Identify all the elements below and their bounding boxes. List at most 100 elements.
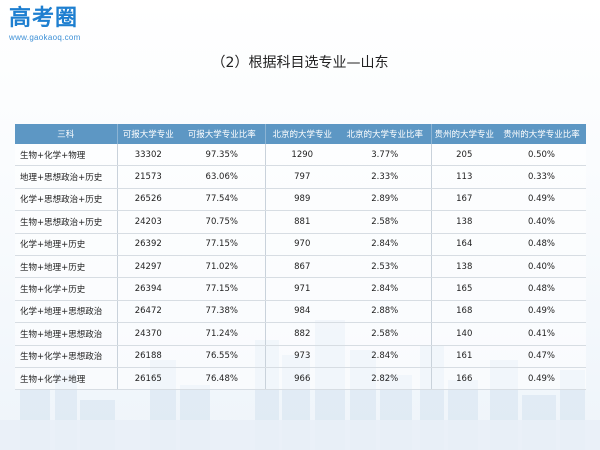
table-cell: 71.24% [179, 322, 266, 346]
logo-text: 高考圈 [9, 6, 79, 31]
table-row: 化学+思想政治+历史 26526 77.54% 989 2.89% 167 0.49% [15, 188, 586, 212]
table-cell: 205 [431, 144, 497, 167]
table-cell: 26394 [117, 277, 179, 301]
table-cell: 24203 [117, 210, 179, 234]
table-cell: 2.88% [339, 300, 432, 324]
table-cell: 881 [265, 210, 339, 234]
table-row: 生物+地理+思想政治 24370 71.24% 882 2.58% 140 0.41% [15, 322, 586, 346]
table-cell: 21573 [117, 165, 179, 189]
table-cell: 0.48% [497, 277, 586, 301]
table-cell: 966 [265, 367, 339, 391]
table-cell: 76.55% [179, 345, 266, 368]
column-header: 北京的大学专业比率 [339, 124, 432, 144]
table-cell: 0.40% [497, 255, 586, 279]
table-cell: 161 [431, 345, 497, 368]
table-cell: 1290 [265, 144, 339, 167]
table-cell: 77.38% [179, 300, 266, 324]
table-cell: 76.48% [179, 367, 266, 391]
table-cell: 882 [265, 322, 339, 346]
table-cell: 26188 [117, 345, 179, 368]
subject-combination-cell: 化学+地理+历史 [15, 233, 118, 256]
table-cell: 165 [431, 277, 497, 301]
table-cell: 77.15% [179, 233, 266, 256]
table-cell: 166 [431, 367, 497, 391]
table-row: 生物+化学+历史 26394 77.15% 971 2.84% 165 0.48% [15, 277, 586, 301]
table-cell: 0.40% [497, 210, 586, 234]
table-cell: 867 [265, 255, 339, 279]
subject-combination-cell: 生物+化学+地理 [15, 367, 118, 391]
table-cell: 77.15% [179, 277, 266, 301]
column-header: 贵州的大学专业比率 [497, 124, 586, 144]
table-cell: 0.49% [497, 367, 586, 391]
subject-combination-cell: 生物+地理+历史 [15, 255, 118, 279]
table-cell: 70.75% [179, 210, 266, 234]
table-row: 化学+地理+思想政治 26472 77.38% 984 2.88% 168 0.49% [15, 300, 586, 324]
table-cell: 989 [265, 188, 339, 212]
table-cell: 26526 [117, 188, 179, 212]
table-cell: 77.54% [179, 188, 266, 212]
table-cell: 973 [265, 345, 339, 368]
column-header: 可报大学专业比率 [179, 124, 266, 144]
page-title: （2）根据科目选专业—山东 [211, 55, 389, 71]
table-cell: 24370 [117, 322, 179, 346]
table-cell: 971 [265, 277, 339, 301]
table-row: 生物+思想政治+历史 24203 70.75% 881 2.58% 138 0.40% [15, 210, 586, 234]
table-cell: 797 [265, 165, 339, 189]
table-cell: 26392 [117, 233, 179, 256]
table-cell: 0.50% [497, 144, 586, 167]
table-cell: 2.84% [339, 233, 432, 256]
table-row: 生物+化学+物理 33302 97.35% 1290 3.77% 205 0.50% [15, 144, 586, 167]
table-cell: 168 [431, 300, 497, 324]
table-cell: 2.84% [339, 345, 432, 368]
table-cell: 0.48% [497, 233, 586, 256]
table-cell: 2.84% [339, 277, 432, 301]
logo-url: www.gaokaoq.com [9, 33, 81, 42]
table-cell: 2.33% [339, 165, 432, 189]
table-cell: 0.49% [497, 300, 586, 324]
table-cell: 2.58% [339, 322, 432, 346]
table-cell: 140 [431, 322, 497, 346]
table-row: 生物+化学+思想政治 26188 76.55% 973 2.84% 161 0.47% [15, 345, 586, 368]
table-cell: 0.49% [497, 188, 586, 212]
subject-combination-cell: 生物+思想政治+历史 [15, 210, 118, 234]
table-cell: 33302 [117, 144, 179, 167]
table-cell: 113 [431, 165, 497, 189]
table-cell: 984 [265, 300, 339, 324]
table-cell: 97.35% [179, 144, 266, 167]
table-cell: 0.41% [497, 322, 586, 346]
table-cell: 3.77% [339, 144, 432, 167]
table-cell: 2.89% [339, 188, 432, 212]
logo: 高考圈 www.gaokaoq.com [9, 6, 81, 42]
table-cell: 2.58% [339, 210, 432, 234]
table-cell: 167 [431, 188, 497, 212]
table-cell: 138 [431, 255, 497, 279]
column-header: 贵州的大学专业 [431, 124, 497, 144]
table-row: 生物+化学+地理 26165 76.48% 966 2.82% 166 0.49% [15, 367, 586, 391]
column-header: 三科 [15, 124, 118, 144]
table-row: 化学+地理+历史 26392 77.15% 970 2.84% 164 0.48% [15, 233, 586, 256]
table-cell: 0.33% [497, 165, 586, 189]
table-cell: 26472 [117, 300, 179, 324]
table-cell: 71.02% [179, 255, 266, 279]
subject-combination-cell: 化学+思想政治+历史 [15, 188, 118, 212]
column-header: 可报大学专业 [117, 124, 179, 144]
table-header-row: 三科 可报大学专业 可报大学专业比率 北京的大学专业 北京的大学专业比率 贵州的… [15, 124, 586, 144]
subject-combination-cell: 地理+思想政治+历史 [15, 165, 118, 189]
table-cell: 26165 [117, 367, 179, 391]
table-cell: 0.47% [497, 345, 586, 368]
column-header: 北京的大学专业 [265, 124, 339, 144]
subject-combination-cell: 生物+化学+历史 [15, 277, 118, 301]
table-cell: 63.06% [179, 165, 266, 189]
subject-combination-cell: 生物+化学+物理 [15, 144, 118, 167]
table-cell: 2.82% [339, 367, 432, 391]
table-row: 地理+思想政治+历史 21573 63.06% 797 2.33% 113 0.33% [15, 165, 586, 189]
subject-combination-cell: 生物+化学+思想政治 [15, 345, 118, 368]
table-row: 生物+地理+历史 24297 71.02% 867 2.53% 138 0.40% [15, 255, 586, 279]
table-cell: 164 [431, 233, 497, 256]
table-cell: 24297 [117, 255, 179, 279]
table-cell: 2.53% [339, 255, 432, 279]
subject-combination-cell: 生物+地理+思想政治 [15, 322, 118, 346]
table-cell: 138 [431, 210, 497, 234]
major-selection-table: 三科 可报大学专业 可报大学专业比率 北京的大学专业 北京的大学专业比率 贵州的… [15, 124, 586, 391]
table-cell: 970 [265, 233, 339, 256]
